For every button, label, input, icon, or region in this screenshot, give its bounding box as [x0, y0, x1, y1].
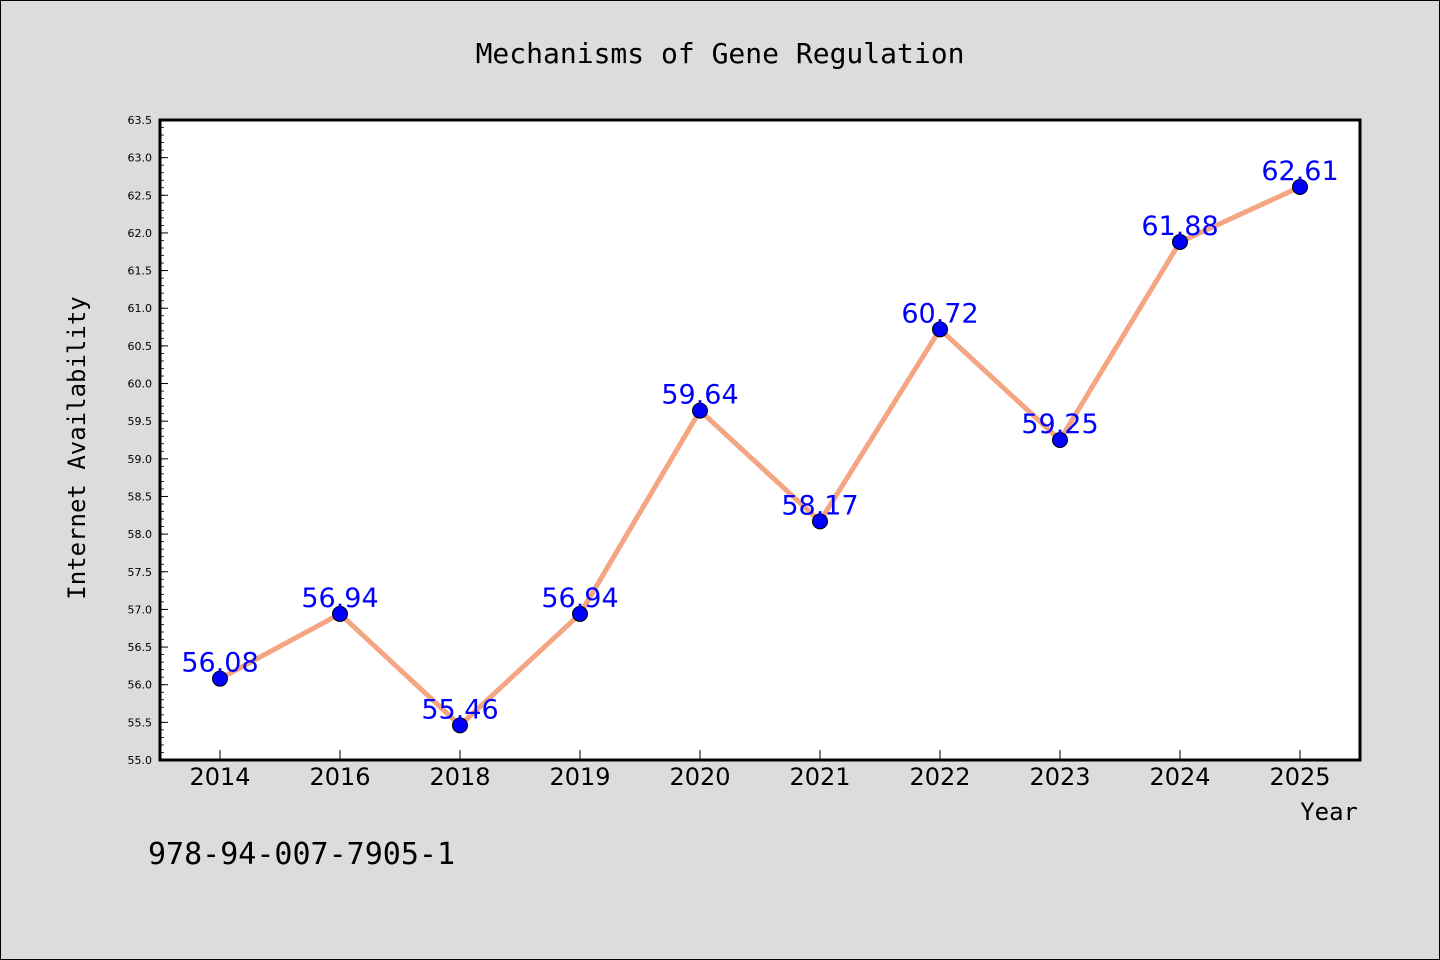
data-label: 55.46 — [421, 694, 498, 725]
x-tick-label: 2019 — [549, 763, 610, 791]
y-tick-label: 55.5 — [128, 716, 153, 729]
y-tick-label: 60.0 — [128, 378, 153, 391]
y-tick-label: 55.0 — [128, 754, 153, 767]
series-markers — [212, 179, 1308, 734]
plot-area — [160, 120, 1360, 760]
data-label: 61.88 — [1141, 211, 1218, 242]
data-point — [812, 513, 828, 530]
data-label: 59.25 — [1021, 409, 1098, 440]
x-tick-label: 2022 — [909, 763, 970, 791]
y-tick-label: 63.0 — [128, 152, 153, 165]
data-label: 62.61 — [1261, 156, 1338, 187]
x-tick-label: 2025 — [1269, 763, 1330, 791]
x-tick-label: 2018 — [429, 763, 490, 791]
data-point — [1292, 179, 1308, 196]
x-tick-label: 2020 — [669, 763, 730, 791]
y-tick-label: 56.5 — [128, 641, 153, 654]
y-tick-label: 61.0 — [128, 302, 153, 315]
x-tick-label: 2023 — [1029, 763, 1090, 791]
y-axis-label: Internet Availability — [63, 296, 91, 599]
y-tick-label: 60.5 — [128, 340, 153, 353]
data-point — [1172, 233, 1188, 250]
y-tick-label: 59.5 — [128, 415, 153, 428]
data-label: 60.72 — [901, 298, 978, 329]
data-point — [572, 605, 588, 622]
data-label: 56.94 — [541, 583, 618, 614]
data-point — [692, 402, 708, 419]
x-tick-label: 2014 — [189, 763, 250, 791]
x-tick-label: 2021 — [789, 763, 850, 791]
y-tick-label: 56.0 — [128, 679, 153, 692]
y-tick-label: 61.5 — [128, 265, 153, 278]
y-tick-label: 62.5 — [128, 189, 153, 202]
data-point — [1052, 432, 1068, 448]
x-tick-label: 2016 — [309, 763, 370, 791]
x-axis-label: Year — [1300, 798, 1358, 826]
data-point — [332, 605, 348, 622]
data-labels: 56.08 56.94 55.46 56.94 59.64 58.17 60.72 59.25… — [181, 156, 1338, 725]
data-label: 58.17 — [781, 490, 858, 521]
y-tick-label: 58.0 — [128, 528, 153, 541]
series-line — [217, 184, 1303, 728]
y-tick-label: 57.5 — [128, 566, 153, 579]
x-tick-label: 2024 — [1149, 763, 1210, 791]
data-point — [212, 670, 228, 687]
y-tick-label: 58.5 — [128, 490, 153, 503]
y-tick-label: 57.0 — [128, 603, 153, 616]
data-label: 56.08 — [181, 648, 258, 679]
y-tick-label: 59.0 — [128, 453, 153, 466]
y-tick-label: 62.0 — [128, 227, 153, 240]
data-label: 56.94 — [301, 583, 378, 614]
data-label: 59.64 — [661, 380, 738, 411]
chart-title: Mechanisms of Gene Regulation — [476, 37, 965, 70]
data-point — [452, 717, 468, 734]
plot-frame — [158, 118, 1362, 762]
x-axis-ticks: 2014 2016 2018 2019 2020 2021 2022 2023 2024 2025 — [189, 750, 1331, 791]
data-point — [932, 321, 948, 338]
footnote-isbn: 978-94-007-7905-1 — [148, 837, 455, 872]
y-tick-label: 63.5 — [128, 114, 153, 127]
y-axis-ticks: 55.0 55.5 56.0 56.5 57.0 57.5 58.0 58.5 59.0 59.5… — [128, 114, 168, 767]
